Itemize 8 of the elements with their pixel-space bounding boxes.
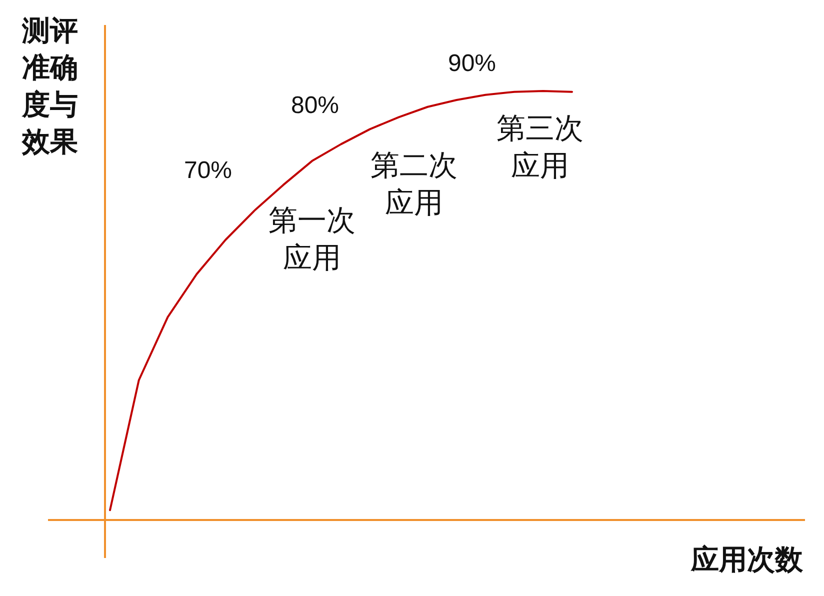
annotation: 第一次应用 — [268, 205, 356, 275]
annotation: 第三次应用 — [496, 113, 584, 183]
annotation: 70% — [184, 157, 232, 184]
annotation: 第二次应用 — [370, 150, 458, 220]
annotation: 90% — [448, 50, 496, 77]
xlabel: 应用次数 — [691, 544, 803, 575]
annotation: 80% — [290, 92, 340, 119]
ylabel: 测评准确度与效果 — [22, 15, 78, 157]
